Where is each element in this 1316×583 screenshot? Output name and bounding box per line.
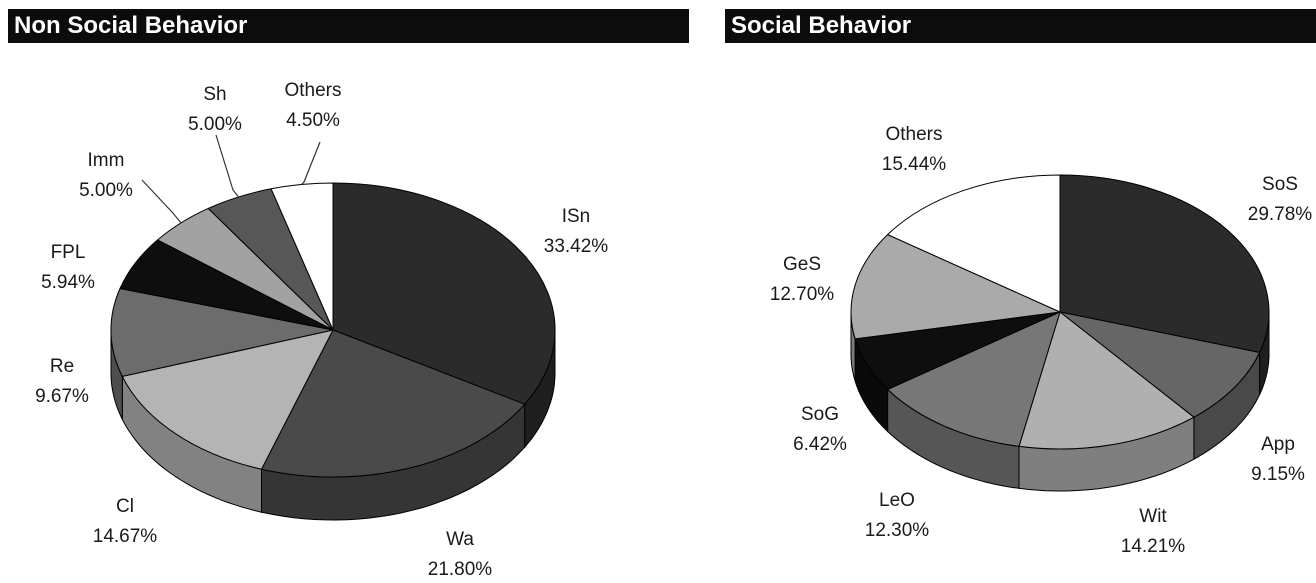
- pie-slice-re: [110, 288, 334, 377]
- slice-label-leo: LeO: [879, 490, 915, 511]
- slice-label-wa: Wa: [446, 529, 474, 550]
- slice-label-ges: GeS: [783, 254, 821, 275]
- leader-line-imm: [141, 179, 182, 224]
- slice-label-sog: SoG: [801, 404, 839, 425]
- chart-title: Non Social Behavior: [8, 9, 689, 43]
- slice-label-app: App: [1261, 434, 1295, 455]
- slice-value-sog: 6.42%: [793, 434, 847, 455]
- slice-value-fpl: 5.94%: [41, 272, 95, 293]
- pie-slice-leo: [887, 311, 1061, 447]
- slice-value-wit: 14.21%: [1121, 536, 1186, 557]
- slice-label-others: Others: [885, 124, 942, 145]
- social-pie-svg: SoS 29.78% App 9.15% Wit 14.21% LeO 12.30% SoG 6.…: [770, 124, 1313, 557]
- slice-value-app: 9.15%: [1251, 464, 1305, 485]
- pie-slice-others: [887, 174, 1061, 313]
- slice-value-wa: 21.80%: [428, 559, 493, 580]
- chart-title: Social Behavior: [725, 9, 1316, 43]
- pie-slice-cl: [121, 329, 334, 470]
- leader-line-others: [301, 141, 321, 185]
- leader-line-sh: [215, 134, 239, 198]
- slice-label-others: Others: [284, 80, 341, 101]
- slice-value-sh: 5.00%: [188, 114, 242, 135]
- slice-label-isn: ISn: [562, 206, 591, 227]
- slice-label-cl: Cl: [116, 496, 134, 517]
- pie-slice-wit: [1018, 311, 1195, 450]
- pie-slice-wa: [261, 329, 526, 478]
- pie-slice-ges: [850, 234, 1061, 340]
- slice-value-cl: 14.67%: [93, 526, 158, 547]
- slice-value-re: 9.67%: [35, 386, 89, 407]
- slice-label-sos: SoS: [1262, 174, 1298, 195]
- slice-label-wit: Wit: [1139, 506, 1167, 527]
- slice-label-imm: Imm: [88, 150, 125, 171]
- slice-label-sh: Sh: [203, 84, 226, 105]
- non-social-pie-svg: ISn 33.42% Wa 21.80% Cl 14.67% Re 9.67% FPL 5.94%…: [35, 80, 609, 580]
- slice-value-others: 4.50%: [286, 110, 340, 131]
- slice-label-fpl: FPL: [51, 242, 86, 263]
- slice-value-isn: 33.42%: [544, 236, 609, 257]
- slice-label-re: Re: [50, 356, 74, 377]
- slice-value-others: 15.44%: [882, 154, 947, 175]
- slice-value-leo: 12.30%: [865, 520, 930, 541]
- slice-value-sos: 29.78%: [1248, 204, 1313, 225]
- pie-slice-app: [1059, 311, 1261, 418]
- pie-slice-isn: [332, 182, 556, 405]
- social-behavior-chart: Social Behavior SoS 29.78% App 9.15% Wit 14.2…: [718, 0, 1316, 583]
- slice-value-imm: 5.00%: [79, 180, 133, 201]
- pie-slice-sos: [1059, 174, 1270, 353]
- non-social-behavior-chart: Non Social Behavior ISn 33.42% Wa 21.80% Cl 1…: [8, 9, 689, 580]
- slice-value-ges: 12.70%: [770, 284, 835, 305]
